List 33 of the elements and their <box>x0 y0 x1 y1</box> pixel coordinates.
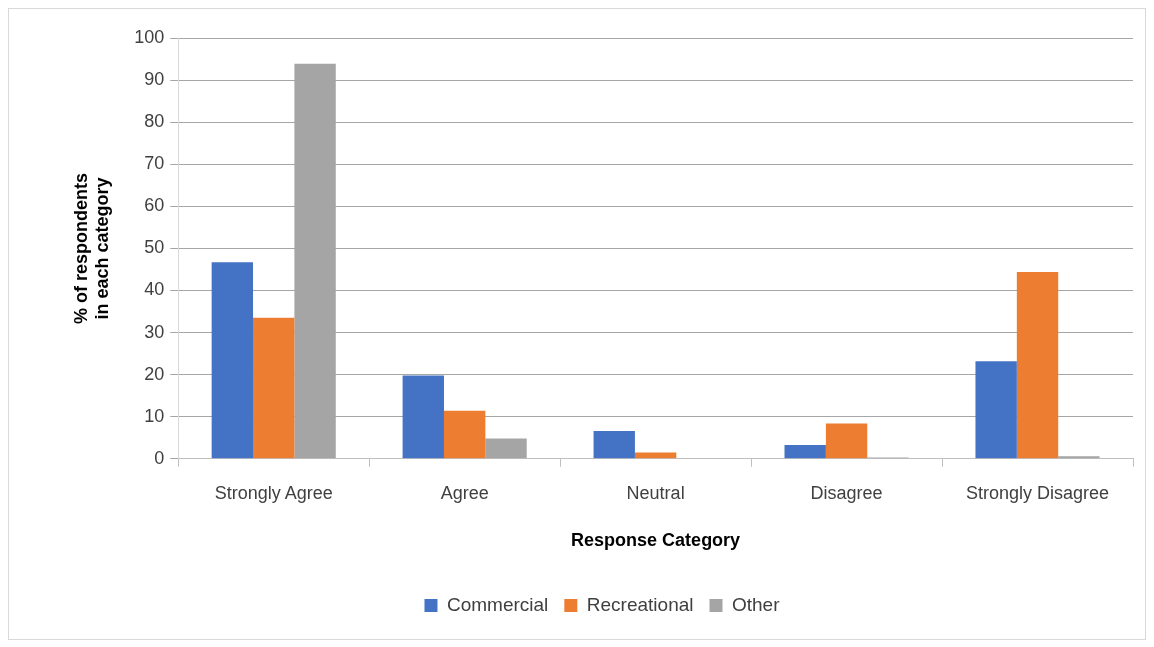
y-tick-label: 20 <box>144 363 165 384</box>
bar <box>485 438 527 459</box>
bar <box>443 410 486 459</box>
bar <box>1058 456 1100 459</box>
y-tick-label: 30 <box>144 321 165 342</box>
legend-label: Recreational <box>586 593 694 615</box>
y-axis-title: % of respondents in each category <box>70 172 113 324</box>
legend-label: Other <box>732 593 781 615</box>
x-tick-label: Agree <box>440 482 489 503</box>
bar <box>634 452 677 459</box>
bar <box>975 361 1017 459</box>
x-tick-label: Strongly Agree <box>214 482 333 503</box>
bar <box>211 262 254 459</box>
y-tick-label: 0 <box>154 447 165 468</box>
legend-label: Commercial <box>446 593 549 615</box>
x-axis-title: Response Category <box>571 530 741 551</box>
bar <box>1016 271 1059 459</box>
x-tick-label: Strongly Disagree <box>965 482 1110 503</box>
x-tick-label: Neutral <box>626 482 685 503</box>
y-tick-label: 100 <box>134 26 165 47</box>
bar <box>253 317 295 459</box>
bar <box>784 444 826 459</box>
y-tick-label: 40 <box>144 279 165 300</box>
y-tick-label: 60 <box>144 195 165 216</box>
y-tick-label: 90 <box>144 69 165 90</box>
y-tick-label: 50 <box>144 237 165 258</box>
x-tick-label: Disagree <box>810 482 883 503</box>
y-tick-label: 80 <box>144 111 165 132</box>
bar <box>825 423 868 459</box>
bar <box>593 431 635 459</box>
y-tick-label: 10 <box>144 405 165 426</box>
y-tick-label: 70 <box>144 153 165 174</box>
bar <box>402 375 444 459</box>
